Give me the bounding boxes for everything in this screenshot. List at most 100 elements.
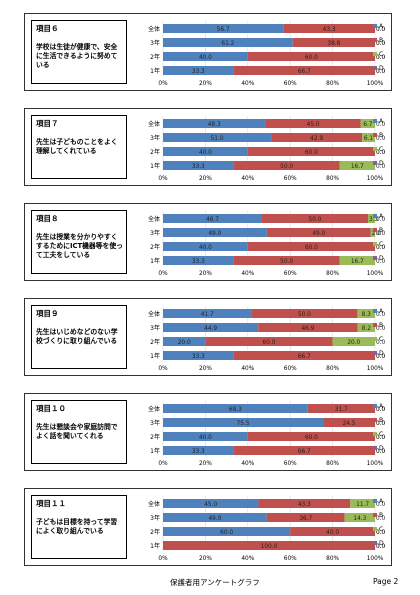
legend-label: C [379, 336, 383, 343]
legend-label: B [379, 417, 383, 424]
data-label: 0.0 [376, 150, 386, 156]
legend-swatch [373, 541, 377, 545]
x-tick-label: 100% [367, 176, 384, 182]
x-tick-label: 80% [326, 556, 339, 562]
data-label: 40.0 [199, 150, 212, 156]
data-label: 50.0 [280, 164, 293, 170]
x-tick-label: 100% [367, 271, 384, 277]
item-title: 項目１０ [36, 404, 66, 413]
data-label: 60.0 [305, 245, 318, 251]
data-label: 11.7 [356, 502, 369, 508]
bar-segment-b [247, 52, 375, 61]
data-label: 0.0 [376, 164, 386, 170]
x-tick-label: 20% [199, 556, 212, 562]
category-label: 全体 [148, 310, 160, 318]
data-label: 41.7 [201, 312, 214, 318]
legend-label: A [379, 118, 384, 125]
bar-segment-b [258, 499, 351, 508]
item-question: 学校は生徒が健康で、安全に生活できるように努めている [36, 43, 118, 69]
bar-segment-a [163, 228, 267, 237]
data-label: 6.7 [363, 122, 373, 128]
legend-swatch [373, 404, 377, 408]
survey-item-panel: 項目１１ 子どもは目標を持って学習によく取り組んでいる 0% 20% 40% 60% 80%… [24, 488, 392, 566]
legend-swatch [373, 309, 377, 313]
legend-label: D [379, 540, 384, 547]
data-label: 40.0 [199, 55, 212, 61]
category-label: 2年 [150, 53, 160, 61]
category-label: 3年 [150, 324, 160, 332]
survey-item-panel: 項目６ 学校は生徒が健康で、安全に生活できるように努めている 0% 20% 40% 60%… [24, 13, 392, 91]
question-box: 項目１１ 子どもは目標を持って学習によく取り組んでいる [31, 495, 127, 559]
bar-segment-b [205, 337, 333, 346]
bar-segment-b [258, 323, 358, 332]
category-label: 全体 [148, 405, 160, 413]
data-label: 50.0 [298, 312, 311, 318]
x-tick-label: 80% [326, 366, 339, 372]
data-label: 33.3 [192, 69, 205, 75]
data-label: 8.2 [362, 326, 372, 332]
legend-swatch [373, 228, 377, 232]
item-title: 項目８ [36, 214, 59, 223]
stacked-bar-chart: 0% 20% 40% 60% 80% 100%全体 46.7 50.0 3.30.03年 49.0… [148, 211, 386, 277]
legend-swatch [373, 432, 377, 436]
legend-label: B [379, 132, 383, 139]
bar-segment-a [163, 242, 248, 251]
chart-plot: 0% 20% 40% 60% 80% 100% 全体 56.7 43.3 0.0 0.0 3年 61.2… [131, 18, 389, 88]
category-label: 1年 [150, 447, 160, 455]
stacked-bar-chart: 0% 20% 40% 60% 80% 100% 全体 56.7 43.3 0.0 0.0 3年 61.2… [148, 21, 386, 87]
bar-segment-a [163, 38, 293, 47]
legend-swatch [373, 446, 377, 450]
legend-swatch [373, 513, 377, 517]
stacked-bar-chart: 0% 20% 40% 60% 80% 100%全体 48.3 45.0 6.7 0.03年 51.0… [148, 116, 386, 182]
data-label: 38.8 [327, 41, 340, 47]
bar-segment-a [163, 66, 234, 75]
bar-segment-c [368, 214, 375, 223]
data-label: 60.0 [305, 150, 318, 156]
legend-swatch [373, 499, 377, 503]
data-label: 43.3 [298, 502, 311, 508]
footer-title: 保護者用アンケートグラフ [170, 578, 260, 587]
bar-segment-c [339, 161, 375, 170]
data-label: 31.7 [335, 407, 348, 413]
stacked-bar-chart: 0% 20% 40% 60% 80% 100% 全体 68.3 31.7 0.0 0.0 3年 75.5… [148, 401, 386, 467]
data-label: 60.0 [263, 340, 276, 346]
item-title: 項目１１ [36, 499, 66, 508]
data-label: 0.0 [376, 449, 386, 455]
bar-segment-a [163, 499, 259, 508]
category-label: 3年 [150, 514, 160, 522]
category-label: 全体 [148, 500, 160, 508]
data-label: 44.9 [204, 326, 217, 332]
data-label: 60.0 [305, 55, 318, 61]
legend-label: A [379, 498, 384, 505]
legend-label: A [379, 308, 384, 315]
data-label: 0.0 [376, 41, 386, 47]
bar-segment-c [370, 228, 375, 237]
category-label: 2年 [150, 148, 160, 156]
data-label: 0.0 [376, 340, 386, 346]
x-tick-label: 40% [241, 271, 254, 277]
data-label: 50.0 [280, 259, 293, 265]
x-tick-label: 60% [284, 556, 297, 562]
bar-segment-a [163, 446, 234, 455]
data-label: 0.0 [376, 150, 386, 156]
survey-item-panel: 項目７ 先生は子どものことをよく理解してくれている 0% 20% 40% 60% 80% 10… [24, 108, 392, 186]
x-tick-label: 80% [326, 461, 339, 467]
data-label: 0.0 [376, 516, 386, 522]
bar-segment-a [163, 147, 248, 156]
legend-label: D [379, 445, 384, 452]
x-tick-label: 100% [367, 366, 384, 372]
data-label: 0.0 [376, 435, 386, 441]
x-tick-label: 40% [241, 176, 254, 182]
stacked-bar-chart: 0% 20% 40% 60% 80% 100% 全体 41.7 50.0 8.3 0.0 3年 44.9… [148, 306, 386, 372]
legend-swatch [373, 133, 377, 137]
legend-label: C [379, 241, 383, 248]
data-label: 68.3 [229, 407, 242, 413]
legend-label: D [379, 160, 384, 167]
legend-label: A [379, 23, 384, 30]
item-question: 先生は懇談会や家庭訪問でよく話を聞いてくれる [36, 423, 118, 440]
stacked-bar-chart: 0% 20% 40% 60% 80% 100% 全体 45.0 43.3 11.7 0.0 3年 49.… [148, 496, 386, 562]
bar-segment-a [163, 309, 252, 318]
data-label: 20.0 [178, 340, 191, 346]
survey-item-panel: 項目１０ 先生は懇談会や家庭訪問でよく話を聞いてくれる 0% 20% 40% 60% 80%… [24, 393, 392, 471]
legend-label: C [379, 146, 383, 153]
